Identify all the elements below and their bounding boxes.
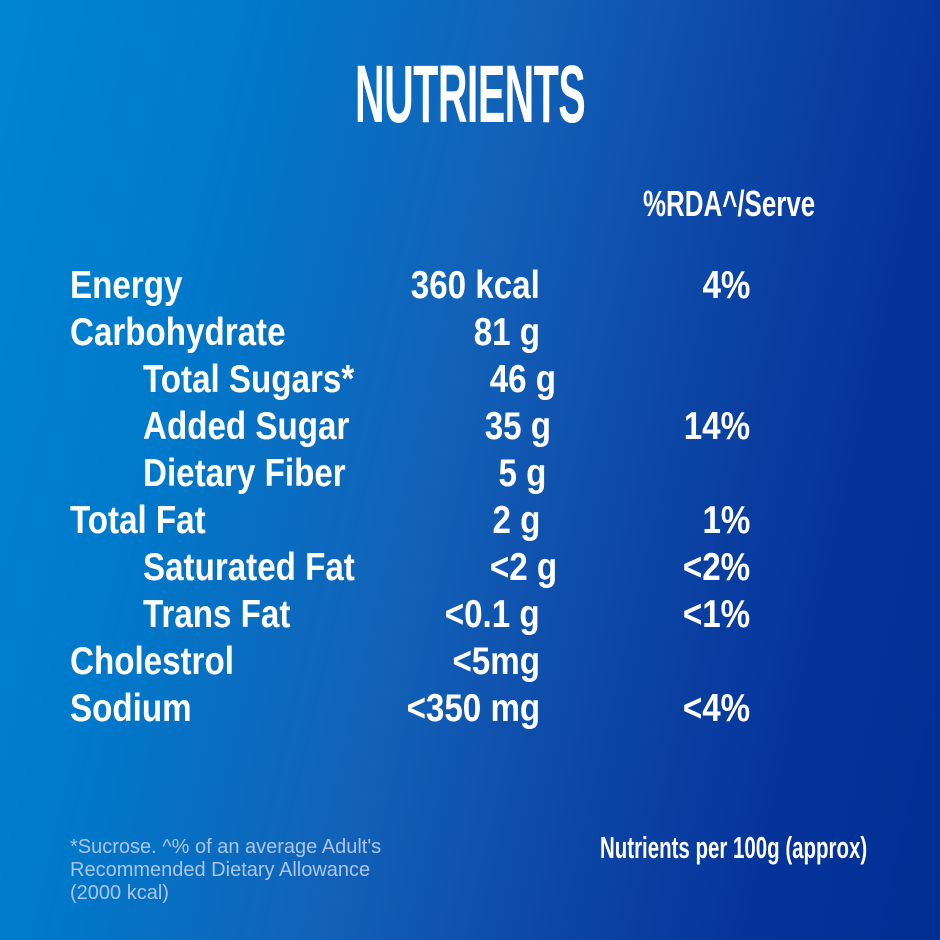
nutrient-rda: 1% bbox=[702, 499, 750, 542]
nutrient-label: Added Sugar bbox=[143, 405, 350, 448]
nutrient-amount: <0.1 g bbox=[445, 593, 540, 636]
footnote-line: Recommended Dietary Allowance bbox=[70, 859, 371, 881]
nutrient-rda-cell: <1% bbox=[540, 591, 750, 638]
table-row: Sodium <350 mg <4% bbox=[70, 685, 750, 732]
nutrient-rda: <4% bbox=[682, 687, 750, 730]
rda-column-header: %RDA^/Serve bbox=[643, 183, 816, 224]
page-title-wrap: NUTRIENTS bbox=[0, 54, 940, 136]
nutrient-label: Cholestrol bbox=[70, 640, 234, 683]
table-row: Trans Fat <0.1 g <1% bbox=[70, 591, 750, 638]
nutrient-label-cell: Sodium bbox=[70, 685, 375, 732]
nutrient-rda: <2% bbox=[682, 546, 750, 589]
nutrient-label: Total Sugars* bbox=[143, 358, 355, 401]
nutrient-amount-cell: 35 g bbox=[386, 403, 551, 450]
nutrient-label: Total Fat bbox=[70, 499, 206, 542]
nutrient-label-cell: Energy bbox=[70, 262, 375, 309]
table-row: Saturated Fat <2 g <2% bbox=[70, 544, 750, 591]
table-row: Cholestrol <5mg bbox=[70, 638, 750, 685]
nutrient-label-cell: Added Sugar bbox=[70, 403, 386, 450]
nutrient-rda: 4% bbox=[702, 264, 750, 307]
nutrient-amount: <5mg bbox=[452, 640, 540, 683]
nutrient-amount: 360 kcal bbox=[410, 264, 540, 307]
nutrient-amount-cell: 46 g bbox=[392, 356, 557, 403]
nutrient-rda-cell: 14% bbox=[551, 403, 750, 450]
nutrient-label-cell: Carbohydrate bbox=[70, 309, 375, 356]
table-row: Energy 360 kcal 4% bbox=[70, 262, 750, 309]
nutrient-rda: <1% bbox=[682, 593, 750, 636]
nutrient-rda-cell: <4% bbox=[540, 685, 750, 732]
nutrient-rda-cell bbox=[546, 450, 750, 497]
nutrients-table: Energy 360 kcal 4% Carbohydrate 81 g Tot… bbox=[70, 262, 750, 732]
nutrient-amount-cell: <5mg bbox=[375, 638, 540, 685]
nutrient-label: Dietary Fiber bbox=[143, 452, 346, 495]
nutrient-rda: 14% bbox=[683, 405, 750, 448]
nutrient-amount: 46 g bbox=[490, 358, 557, 401]
page-title: NUTRIENTS bbox=[354, 49, 586, 140]
nutrient-amount-cell: 5 g bbox=[381, 450, 547, 497]
nutrient-label-cell: Total Fat bbox=[70, 497, 375, 544]
nutrient-label-cell: Saturated Fat bbox=[70, 544, 392, 591]
nutrient-label-cell: Dietary Fiber bbox=[70, 450, 381, 497]
nutrient-amount: 81 g bbox=[473, 311, 540, 354]
table-row: Carbohydrate 81 g bbox=[70, 309, 750, 356]
nutrient-amount: 2 g bbox=[492, 499, 540, 542]
nutrient-amount-cell: <0.1 g bbox=[375, 591, 540, 638]
footnote: *Sucrose. ^% of an average Adult's Recom… bbox=[70, 836, 381, 905]
nutrient-rda-cell: 4% bbox=[540, 262, 750, 309]
nutrient-amount-cell: 81 g bbox=[375, 309, 540, 356]
nutrient-rda-cell bbox=[557, 356, 751, 403]
serving-note: Nutrients per 100g (approx) bbox=[600, 830, 868, 865]
table-row: Total Sugars* 46 g bbox=[70, 356, 750, 403]
nutrient-amount: <350 mg bbox=[406, 687, 540, 730]
nutrient-rda-cell bbox=[540, 638, 750, 685]
table-row: Added Sugar 35 g 14% bbox=[70, 403, 750, 450]
nutrient-rda-cell: 1% bbox=[540, 497, 750, 544]
table-row: Total Fat 2 g 1% bbox=[70, 497, 750, 544]
nutrient-label: Energy bbox=[70, 264, 183, 307]
nutrient-label: Trans Fat bbox=[143, 593, 291, 636]
nutrient-label-cell: Total Sugars* bbox=[70, 356, 392, 403]
nutrient-amount-cell: 2 g bbox=[375, 497, 540, 544]
nutrient-amount: 35 g bbox=[484, 405, 551, 448]
nutrient-label: Carbohydrate bbox=[70, 311, 286, 354]
nutrient-label: Saturated Fat bbox=[143, 546, 355, 589]
nutrient-label-cell: Cholestrol bbox=[70, 638, 375, 685]
nutrient-amount: <2 g bbox=[489, 546, 558, 589]
nutrient-amount-cell: <2 g bbox=[392, 544, 557, 591]
footnote-line: *Sucrose. ^% of an average Adult's bbox=[70, 836, 382, 858]
nutrient-label: Sodium bbox=[70, 687, 192, 730]
nutrient-amount: 5 g bbox=[498, 452, 547, 495]
footnote-line: (2000 kcal) bbox=[70, 882, 169, 904]
nutrient-rda-cell bbox=[540, 309, 750, 356]
nutrient-amount-cell: <350 mg bbox=[375, 685, 540, 732]
nutrient-label-cell: Trans Fat bbox=[70, 591, 375, 638]
nutrient-amount-cell: 360 kcal bbox=[375, 262, 540, 309]
nutrient-rda-cell: <2% bbox=[557, 544, 750, 591]
table-row: Dietary Fiber 5 g bbox=[70, 450, 750, 497]
